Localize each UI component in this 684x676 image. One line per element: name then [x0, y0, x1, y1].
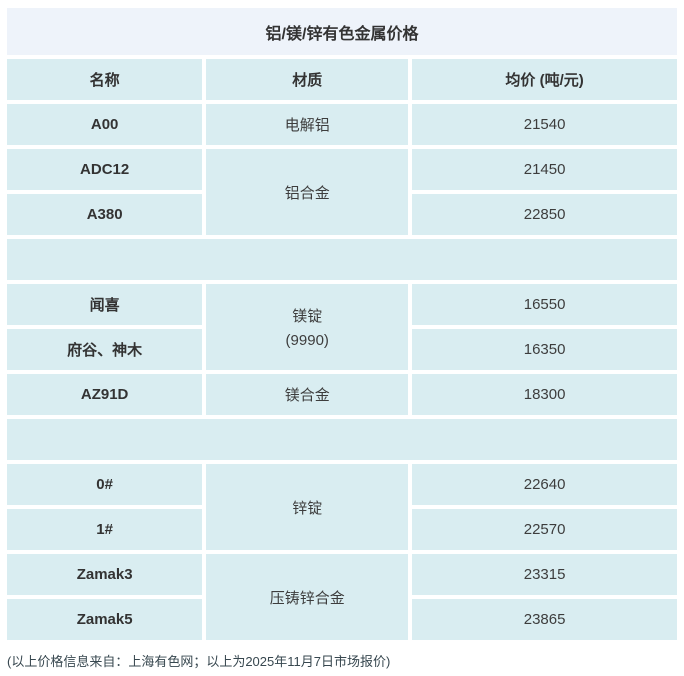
price-cell: 16550: [412, 284, 677, 325]
name-cell: A380: [7, 194, 203, 235]
price-source-note: (以上价格信息来自：上海有色网；以上为2025年11月7日市场报价): [7, 654, 391, 669]
column-header-material: 材质: [206, 59, 409, 100]
name-cell: 府谷、神木: [7, 329, 203, 370]
table-row: 闻喜 镁锭 (9990) 16550: [7, 284, 677, 370]
name-cell: ADC12: [7, 149, 203, 190]
price-cell: 22640: [412, 464, 677, 505]
name-cell: 1#: [7, 509, 203, 550]
price-cell: 18300: [412, 374, 677, 415]
price-cell: 23865: [412, 599, 677, 640]
name-cell: Zamak3: [7, 554, 203, 595]
name-cell: 闻喜: [7, 284, 203, 325]
title-row: 铝/镁/锌有色金属价格: [7, 8, 677, 55]
name-cell: A00: [7, 104, 203, 145]
material-cell: 镁锭 (9990): [206, 284, 409, 370]
metal-price-table: 铝/镁/锌有色金属价格 名称 材质 均价 (吨/元) A00 电解铝 21540…: [3, 4, 681, 644]
section-spacer-row: [7, 239, 677, 280]
table-row: AZ91D 镁合金 18300: [7, 374, 677, 415]
name-cell: 0#: [7, 464, 203, 505]
spacer-cell: [7, 419, 677, 460]
section-spacer-row: [7, 419, 677, 460]
header-row: 名称 材质 均价 (吨/元): [7, 59, 677, 100]
price-cell: 23315: [412, 554, 677, 595]
material-cell: 压铸锌合金: [206, 554, 409, 640]
spacer-cell: [7, 239, 677, 280]
table-row: 府谷、神木 16350: [7, 329, 677, 370]
price-cell: 21450: [412, 149, 677, 190]
name-cell: AZ91D: [7, 374, 203, 415]
table-row: Zamak5 23865: [7, 599, 677, 640]
table-row: 0# 锌锭 22640: [7, 464, 677, 550]
page-title: 铝/镁/锌有色金属价格: [7, 8, 677, 55]
material-line-1: 镁锭: [292, 308, 323, 325]
column-header-price: 均价 (吨/元): [412, 59, 677, 100]
table-row: A380 22850: [7, 194, 677, 235]
material-cell: 铝合金: [206, 149, 409, 235]
table-row: 1# 22570: [7, 509, 677, 550]
material-line-2: (9990): [285, 332, 329, 349]
price-cell: 16350: [412, 329, 677, 370]
material-cell: 电解铝: [206, 104, 409, 145]
column-header-name: 名称: [7, 59, 203, 100]
table-row: Zamak3 压铸锌合金 23315: [7, 554, 677, 640]
price-cell: 22570: [412, 509, 677, 550]
table-row: ADC12 铝合金 21450: [7, 149, 677, 235]
table-row: A00 电解铝 21540: [7, 104, 677, 145]
price-cell: 21540: [412, 104, 677, 145]
price-cell: 22850: [412, 194, 677, 235]
material-cell: 锌锭: [206, 464, 409, 550]
material-cell: 镁合金: [206, 374, 409, 415]
name-cell: Zamak5: [7, 599, 203, 640]
